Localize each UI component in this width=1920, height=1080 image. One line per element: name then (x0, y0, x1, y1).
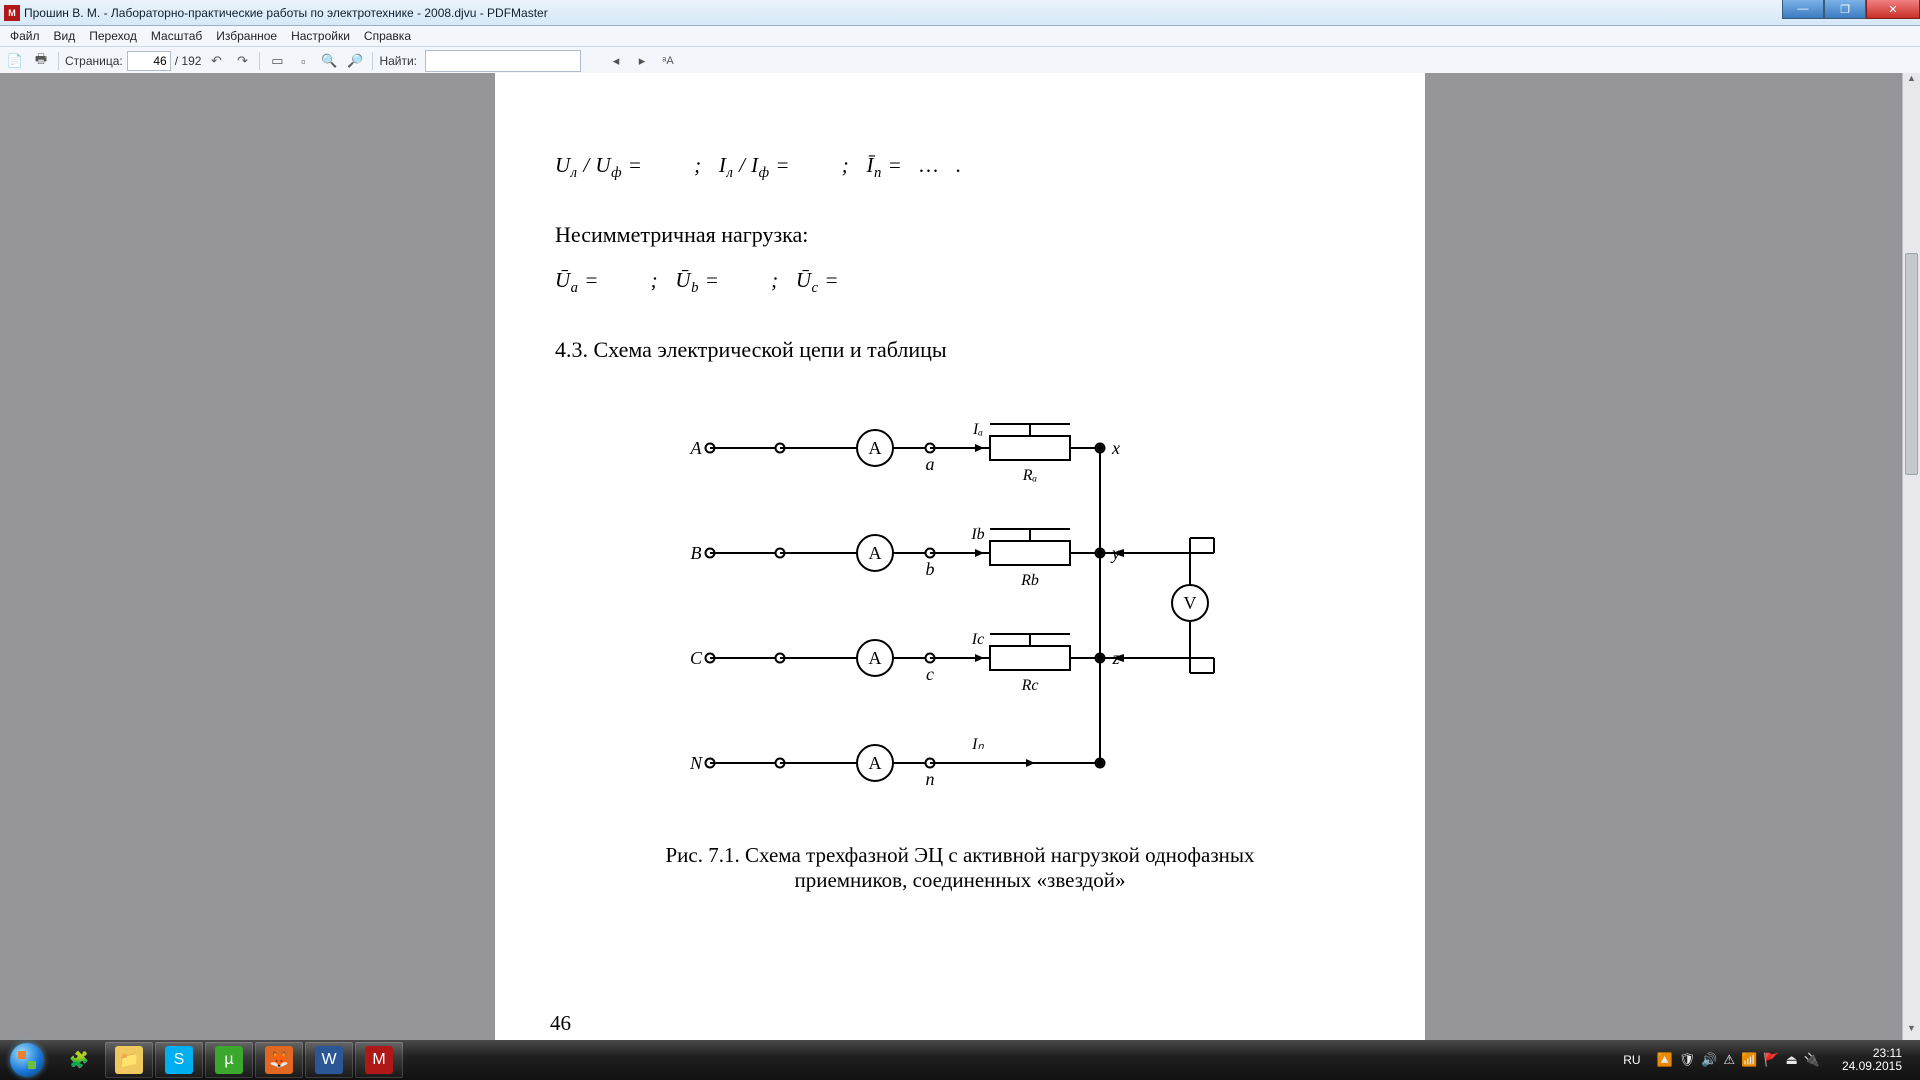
gadgets-icon: 🧩 (65, 1046, 93, 1074)
window-title: Прошин В. М. - Лабораторно-практические … (24, 6, 548, 20)
separator (372, 52, 373, 70)
find-label: Найти: (379, 54, 417, 68)
start-button[interactable] (0, 1040, 54, 1080)
open-file-icon[interactable]: 📄 (4, 50, 26, 72)
svg-text:A: A (869, 438, 882, 458)
page: Uл / Uф = ; Iл / Iф = ; Īn = … . Несимме… (495, 73, 1425, 1040)
circuit-diagram: AAaIₐRₐxBAbIbRbyCAcIcRczNAnIₙV (680, 393, 1240, 793)
taskbar: 🧩 📁 Sµ 🦊 WM RU 🔼 🛡 🔊 ⚠ 📶 🚩 ⏏ 🔌 23:11 24.09.2015 (0, 1040, 1920, 1080)
menu-bar: ФайлВидПереходМасштабИзбранноеНастройкиС… (0, 26, 1920, 47)
tray-icon[interactable]: 🛡 (1679, 1052, 1696, 1067)
explorer-icon: 📁 (115, 1046, 143, 1074)
tray-icon[interactable]: 🚩 (1763, 1052, 1779, 1067)
svg-text:a: a (926, 454, 935, 474)
pdfmaster-icon: M (365, 1046, 393, 1074)
svg-text:Rₐ: Rₐ (1022, 467, 1038, 484)
tray-icon[interactable]: 🔼 (1657, 1052, 1673, 1067)
find-next-icon[interactable]: ▸ (631, 50, 653, 72)
svg-text:Rb: Rb (1020, 572, 1039, 589)
svg-text:V: V (1184, 593, 1197, 613)
clock-date: 24.09.2015 (1842, 1060, 1902, 1073)
tray-icon[interactable]: ⏏ (1785, 1052, 1797, 1067)
taskbar-firefox[interactable]: 🦊 (255, 1042, 303, 1078)
document-viewport[interactable]: Uл / Uф = ; Iл / Iф = ; Īn = … . Несимме… (0, 73, 1920, 1040)
page-total: / 192 (175, 54, 202, 68)
system-tray: RU 🔼 🛡 🔊 ⚠ 📶 🚩 ⏏ 🔌 23:11 24.09.2015 (1617, 1040, 1920, 1080)
menu-переход[interactable]: Переход (83, 27, 143, 45)
print-icon[interactable]: 🖶 (30, 50, 52, 72)
svg-text:n: n (926, 769, 935, 789)
page-label: Страница: (65, 54, 123, 68)
separator (58, 52, 59, 70)
tray-icon[interactable]: 🔊 (1701, 1052, 1717, 1067)
scroll-up-icon[interactable]: ▲ (1903, 73, 1920, 90)
rotate-right-icon[interactable]: ↷ (231, 50, 253, 72)
clock[interactable]: 23:11 24.09.2015 (1836, 1047, 1912, 1073)
scroll-thumb[interactable] (1905, 253, 1918, 475)
vertical-scrollbar[interactable]: ▲ ▼ (1902, 73, 1920, 1040)
svg-text:Ib: Ib (970, 526, 984, 543)
page-number-input[interactable] (127, 51, 171, 71)
taskbar-word[interactable]: W (305, 1042, 353, 1078)
close-button[interactable]: ✕ (1866, 0, 1920, 19)
windows-orb-icon (10, 1043, 44, 1077)
minimize-button[interactable]: — (1782, 0, 1824, 19)
menu-вид[interactable]: Вид (48, 27, 82, 45)
svg-text:Iₙ: Iₙ (971, 736, 984, 753)
svg-text:Ic: Ic (971, 631, 984, 648)
fit-page-icon[interactable]: ▫ (292, 50, 314, 72)
svg-text:b: b (926, 559, 935, 579)
taskbar-skype[interactable]: S (155, 1042, 203, 1078)
taskbar-pdfmaster[interactable]: M (355, 1042, 403, 1078)
svg-text:A: A (869, 543, 882, 563)
section-title: 4.3. Схема электрической цепи и таблицы (555, 337, 1365, 363)
menu-масштаб[interactable]: Масштаб (145, 27, 208, 45)
tray-icon[interactable]: 📶 (1741, 1052, 1757, 1067)
taskbar-gadgets[interactable]: 🧩 (55, 1042, 103, 1078)
zoom-out-icon[interactable]: 🔍 (318, 50, 340, 72)
menu-избранное[interactable]: Избранное (210, 27, 283, 45)
svg-text:Rc: Rc (1021, 677, 1039, 694)
svg-text:A: A (869, 753, 882, 773)
fit-width-icon[interactable]: ▭ (266, 50, 288, 72)
svg-text:N: N (689, 753, 703, 773)
match-case-icon[interactable]: ᵃA (657, 50, 679, 72)
svg-text:c: c (926, 664, 934, 684)
svg-text:B: B (691, 543, 702, 563)
menu-справка[interactable]: Справка (358, 27, 417, 45)
taskbar-explorer[interactable]: 📁 (105, 1042, 153, 1078)
language-indicator[interactable]: RU (1617, 1053, 1646, 1067)
svg-text:A: A (690, 438, 703, 458)
page-number: 46 (550, 1011, 571, 1036)
tray-icon[interactable]: 🔌 (1804, 1052, 1820, 1067)
maximize-button[interactable]: ❐ (1824, 0, 1866, 19)
equation-line-2: Ūa = ; Ūb = ; Ūc = (555, 268, 1365, 297)
toolbar: 📄 🖶 Страница: / 192 ↶ ↷ ▭ ▫ 🔍 🔎 Найти: ◂… (0, 47, 1920, 76)
utorrent-icon: µ (215, 1046, 243, 1074)
rotate-left-icon[interactable]: ↶ (205, 50, 227, 72)
word-icon: W (315, 1046, 343, 1074)
firefox-icon: 🦊 (265, 1046, 293, 1074)
taskbar-utorrent[interactable]: µ (205, 1042, 253, 1078)
title-bar: M Прошин В. М. - Лабораторно-практически… (0, 0, 1920, 26)
svg-text:C: C (690, 648, 703, 668)
svg-text:A: A (869, 648, 882, 668)
find-input[interactable] (425, 50, 581, 72)
subheading: Несимметричная нагрузка: (555, 222, 1365, 248)
menu-файл[interactable]: Файл (4, 27, 46, 45)
menu-настройки[interactable]: Настройки (285, 27, 356, 45)
figure-caption: Рис. 7.1. Схема трехфазной ЭЦ с активной… (555, 843, 1365, 893)
scroll-down-icon[interactable]: ▼ (1903, 1023, 1920, 1040)
skype-icon: S (165, 1046, 193, 1074)
equation-line-1: Uл / Uф = ; Iл / Iф = ; Īn = … . (555, 153, 1365, 182)
separator (259, 52, 260, 70)
svg-text:Iₐ: Iₐ (972, 421, 983, 438)
svg-text:x: x (1111, 438, 1120, 458)
zoom-in-icon[interactable]: 🔎 (344, 50, 366, 72)
find-prev-icon[interactable]: ◂ (605, 50, 627, 72)
tray-icon[interactable]: ⚠ (1723, 1052, 1735, 1067)
app-icon: M (4, 5, 20, 21)
